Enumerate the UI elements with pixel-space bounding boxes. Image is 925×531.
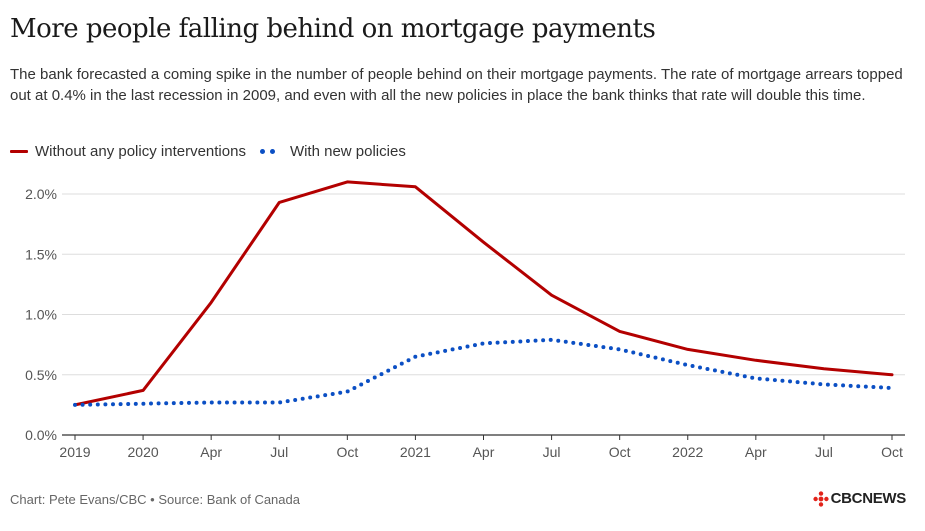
x-tick-label: 2020: [128, 444, 159, 460]
x-tick-label: 2019: [59, 444, 90, 460]
y-tick-label: 0.5%: [25, 367, 57, 383]
legend-swatch-solid: [10, 150, 28, 153]
x-tick-label: Apr: [200, 444, 222, 460]
x-tick-label: Jul: [543, 444, 561, 460]
logo-text: CBCNEWS: [830, 490, 907, 507]
series-line-without-policy-interventions: [73, 180, 894, 407]
line-chart: 0.0% 0.5% 1.0% 1.5% 2.0% 2019 2020 Apr Jul Oct 202…: [25, 180, 905, 460]
x-tick-label: Apr: [473, 444, 495, 460]
x-tick-label: Oct: [609, 444, 631, 460]
chart-subtitle: The bank forecasted a coming spike in th…: [10, 66, 903, 104]
x-tick-label: Jul: [815, 444, 833, 460]
cbc-gem-icon: [812, 490, 829, 507]
legend-label-with-policies: With new policies: [289, 143, 406, 160]
legend-label-without-policy: Without any policy interventions: [35, 143, 246, 160]
chart-title: More people falling behind on mortgage p…: [10, 14, 656, 44]
y-tick-label: 1.5%: [25, 246, 57, 262]
x-tick-label: Oct: [336, 444, 358, 460]
x-tick-label: Apr: [745, 444, 767, 460]
y-tick-label: 2.0%: [25, 186, 57, 202]
legend: Without any policy interventions With ne…: [10, 143, 420, 160]
series-line-with-new-policies: [73, 337, 894, 407]
y-tick-label: 0.0%: [25, 427, 57, 443]
chart-footer: Chart: Pete Evans/CBC • Source: Bank of …: [10, 492, 300, 507]
cbc-news-logo: CBCNEWS: [812, 490, 907, 507]
y-tick-label: 1.0%: [25, 307, 57, 323]
x-tick-label: Jul: [270, 444, 288, 460]
legend-swatch-dotted: [259, 149, 280, 154]
x-tick-label: 2022: [672, 444, 703, 460]
x-tick-label: Oct: [881, 444, 903, 460]
legend-item-without-policy: Without any policy interventions: [10, 143, 246, 160]
legend-item-with-policies: With new policies: [259, 143, 406, 160]
x-tick-label: 2021: [400, 444, 431, 460]
